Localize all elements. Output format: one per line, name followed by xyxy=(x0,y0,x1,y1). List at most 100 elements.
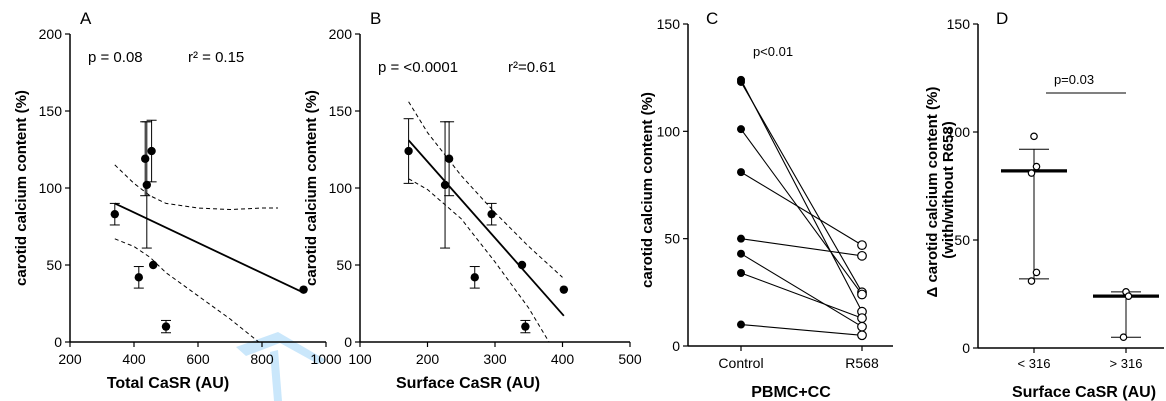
panel-a-y-label: carotid calcium content (%) xyxy=(13,90,30,286)
panel-d-x-tick-label: < 316 xyxy=(1018,356,1051,371)
panel-c-y-tick-label: 0 xyxy=(672,338,680,354)
panel-c-x-tick-label: Control xyxy=(718,355,763,371)
panel-b-data-point xyxy=(440,180,450,190)
panel-d-y-label-line1: Δ carotid calcium content (%) xyxy=(924,87,941,298)
panel-a-data-point xyxy=(149,260,158,270)
panel-a-y-tick-label: 200 xyxy=(39,26,63,42)
panel-b-x-tick-label: 500 xyxy=(618,351,642,367)
panel-c-paired-line xyxy=(740,79,863,312)
panel-a-x-tick-label: 200 xyxy=(58,351,82,367)
panel-b-data-point xyxy=(487,209,496,219)
panel-a-data-point xyxy=(147,146,156,156)
panel-c-control-point xyxy=(737,249,745,258)
panel-a-x-tick-label: 1000 xyxy=(310,351,341,367)
panel-d-p-value: p=0.03 xyxy=(1054,72,1094,87)
panel-b-data-point xyxy=(559,285,569,294)
panel-c-p-value: p<0.01 xyxy=(753,44,793,59)
panel-d-letter: D xyxy=(996,9,1008,28)
panel-c-paired-line xyxy=(740,171,863,246)
panel-c-y-label: carotid calcium content (%) xyxy=(639,92,656,288)
panel-a-letter: A xyxy=(80,9,92,28)
panel-b-y-tick-label: 200 xyxy=(329,26,353,42)
panel-d-y-tick-label: 0 xyxy=(962,340,970,356)
panel-b-x-label: Surface CaSR (AU) xyxy=(396,375,540,392)
panel-d-data-point xyxy=(1032,268,1041,277)
panel-c-paired-line xyxy=(740,323,863,336)
panel-d-data-point xyxy=(1030,132,1038,141)
panel-b-letter: B xyxy=(370,9,381,28)
panel-a-y-tick-label: 150 xyxy=(39,103,63,119)
panel-d-y-tick-label: 50 xyxy=(954,232,970,248)
panel-d-x-label: Surface CaSR (AU) xyxy=(1012,384,1156,401)
panel-c-letter: C xyxy=(706,9,718,28)
panel-a-data-point xyxy=(110,209,120,219)
panel-c-paired-line xyxy=(740,81,863,293)
panel-c-paired-line xyxy=(740,238,863,257)
panel-b-data-point xyxy=(517,260,527,270)
panel-c-r568-point xyxy=(857,289,867,300)
panel-b-x-tick-label: 200 xyxy=(416,351,440,367)
panel-b-y-label: carotid calcium content (%) xyxy=(303,90,320,286)
panel-b-data-point xyxy=(444,154,454,163)
panel-d-data-point xyxy=(1124,292,1133,300)
panel-b-ci-lower-line xyxy=(408,178,550,343)
panel-c-control-point xyxy=(737,320,745,329)
panel-a-data-point xyxy=(299,285,308,294)
panel-d-data-point xyxy=(1119,333,1128,342)
panel-b-x-tick-label: 300 xyxy=(483,351,507,367)
panel-a-ci-lower-line xyxy=(114,238,260,343)
panel-c-r568-point xyxy=(857,321,867,332)
panel-c-y-tick-label: 100 xyxy=(657,123,681,139)
panel-d-chart: D p=0.03 Δ carotid calcium content (%) (… xyxy=(924,9,1164,401)
panel-a-x-tick-label: 800 xyxy=(250,351,274,367)
panel-a-y-tick-label: 100 xyxy=(39,180,63,196)
panel-b-ci-upper-line xyxy=(408,101,563,278)
panel-d-data-point xyxy=(1027,277,1036,285)
panel-d-x-tick-label: > 316 xyxy=(1110,356,1143,371)
panel-c-paired-line xyxy=(740,253,863,328)
panel-b-y-tick-label: 100 xyxy=(329,180,353,196)
panel-c-y-tick-label: 150 xyxy=(657,16,681,32)
panel-a-y-tick-label: 50 xyxy=(46,257,62,273)
panel-d-y-tick-label: 100 xyxy=(947,124,971,140)
panel-b-data-point xyxy=(470,273,479,282)
panel-b-x-tick-label: 400 xyxy=(551,351,575,367)
panel-d-y-label: Δ carotid calcium content (%) (with/with… xyxy=(924,83,957,298)
panel-a-r2: r² = 0.15 xyxy=(188,49,244,66)
panel-a-x-tick-label: 400 xyxy=(122,351,146,367)
panel-d-data-point xyxy=(1032,162,1041,171)
panel-a-data-point xyxy=(141,154,150,163)
panel-b-chart: B p = <0.0001 r²=0.61 carotid calcium co… xyxy=(303,9,642,392)
panel-b-x-tick-label: 100 xyxy=(348,351,372,367)
panel-c-control-point xyxy=(737,168,745,177)
panel-a-x-label: Total CaSR (AU) xyxy=(107,375,229,392)
panel-d-y-tick-label: 150 xyxy=(947,16,971,32)
panel-c-r568-point xyxy=(857,250,867,261)
panel-c-paired-line xyxy=(740,272,863,319)
panel-c-control-point xyxy=(737,269,745,278)
panel-d-y-label-line2: (with/without R658) xyxy=(940,121,957,259)
panel-a-x-tick-label: 600 xyxy=(186,351,210,367)
panel-c-paired-line xyxy=(740,128,863,295)
panel-b-r2: r²=0.61 xyxy=(508,59,556,76)
panel-b-p-value: p = <0.0001 xyxy=(378,59,458,76)
panel-c-r568-point xyxy=(857,240,867,251)
panel-c-x-tick-label: R568 xyxy=(845,355,879,371)
panel-c-r568-point xyxy=(857,313,867,323)
panel-a-data-point xyxy=(161,322,171,331)
panel-c-y-tick-label: 50 xyxy=(664,231,680,247)
panel-c-x-label: PBMC+CC xyxy=(751,384,831,401)
panel-b-y-tick-label: 50 xyxy=(336,257,352,273)
panel-a-p-value: p = 0.08 xyxy=(88,49,143,66)
panel-a-ci-upper-line xyxy=(114,164,278,211)
panel-c-control-point xyxy=(737,125,745,134)
panel-a-data-point xyxy=(142,180,151,190)
panel-c-r568-point xyxy=(857,330,867,341)
panel-b-regression-line xyxy=(407,139,565,317)
panel-a-y-tick-label: 0 xyxy=(54,334,62,350)
panel-c-control-point xyxy=(737,234,745,243)
panel-b-data-point xyxy=(521,322,530,331)
panel-d-data-point xyxy=(1027,169,1036,177)
panel-b-y-tick-label: 150 xyxy=(329,103,353,119)
